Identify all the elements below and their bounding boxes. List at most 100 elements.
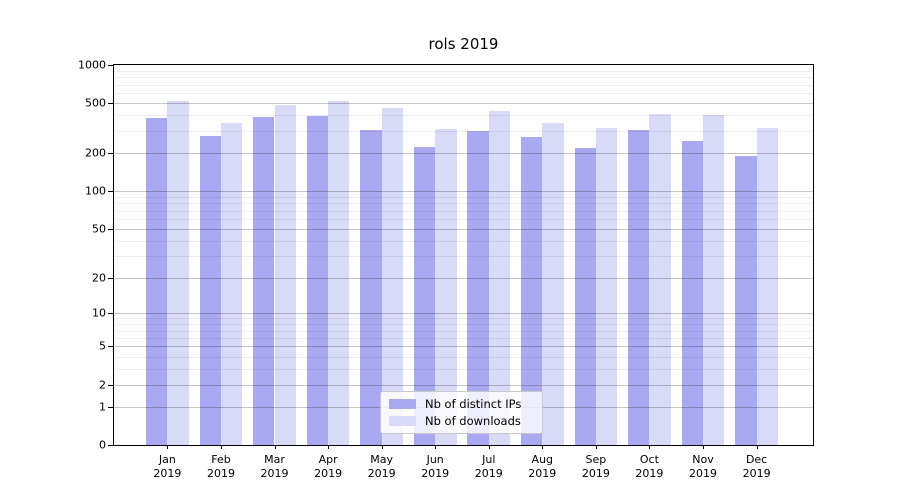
y-tick [108, 153, 113, 155]
y-tick-label-1: 1 [99, 400, 106, 414]
y-tick [108, 103, 113, 105]
bar-downloads-dec [756, 128, 778, 445]
x-tick-label-aug: Aug 2019 [528, 453, 557, 481]
legend-item-distinct-ips: Nb of distinct IPs [389, 397, 534, 411]
y-tick [108, 445, 113, 446]
x-tick-label-may: May 2019 [367, 453, 396, 481]
x-tick [435, 445, 437, 449]
y-tick-label-10: 10 [92, 306, 106, 320]
gridline-50 [114, 228, 813, 230]
gridline-minor [114, 368, 813, 370]
x-tick-label-dec: Dec 2019 [742, 453, 771, 481]
bar-distinct-ips-dec [735, 156, 757, 445]
gridline-minor [114, 70, 813, 72]
y-tick [108, 384, 113, 386]
gridline-500 [114, 103, 813, 105]
gridline-20 [114, 277, 813, 279]
legend-swatch-distinct-ips [389, 399, 416, 410]
gridline-minor [114, 115, 813, 117]
gridline-minor [114, 131, 813, 133]
y-tick-label-100: 100 [85, 184, 106, 198]
gridline-minor [114, 203, 813, 205]
bar-downloads-jul [488, 111, 511, 445]
bar-distinct-ips-aug [520, 136, 543, 445]
bar-distinct-ips-jul [467, 131, 489, 445]
x-tick-label-sep: Sep 2019 [581, 453, 610, 481]
bar-downloads-jan [167, 100, 189, 445]
x-tick-label-mar: Mar 2019 [260, 453, 289, 481]
bar-distinct-ips-jan [146, 118, 168, 445]
gridline-minor [114, 210, 813, 212]
y-tick [108, 346, 113, 348]
bar-downloads-nov [703, 115, 725, 445]
gridline-minor [114, 356, 813, 358]
bar-distinct-ips-jun [413, 146, 436, 445]
legend: Nb of distinct IPs Nb of downloads [380, 391, 543, 434]
plot-area: 0 1 2 5 10 20 50 100 200 500 1000 Jan 2019 Feb 2019 Ma… [78, 60, 814, 480]
gridline-minor [114, 324, 813, 326]
bar-downloads-mar [274, 104, 296, 445]
gridline-minor [114, 330, 813, 332]
x-tick-label-jul: Jul 2019 [474, 453, 503, 481]
y-tick [108, 277, 113, 279]
gridline-200 [114, 153, 813, 155]
y-tick [108, 191, 113, 193]
legend-label-distinct-ips: Nb of distinct IPs [425, 397, 522, 412]
gridline-2 [114, 384, 813, 386]
gridline-minor [114, 77, 813, 79]
bar-distinct-ips-feb [199, 135, 221, 445]
x-tick [221, 445, 222, 449]
x-tick-label-feb: Feb 2019 [207, 453, 235, 481]
x-tick-label-nov: Nov 2019 [689, 453, 717, 481]
x-tick-label-jun: Jun 2019 [421, 453, 450, 481]
gridline-minor [114, 218, 813, 220]
y-tick-label-50: 50 [92, 222, 106, 236]
bar-distinct-ips-nov [681, 141, 703, 445]
y-tick [108, 406, 113, 408]
x-tick-label-apr: Apr 2019 [314, 453, 343, 481]
y-tick [108, 313, 113, 315]
y-tick-label-1000: 1000 [78, 58, 106, 72]
chart-title: rols 2019 [428, 35, 499, 53]
x-tick [595, 445, 597, 449]
y-tick-label-200: 200 [85, 146, 106, 160]
gridline-5 [114, 346, 813, 348]
y-tick-label-0: 0 [99, 438, 106, 452]
gridline-minor [114, 240, 813, 242]
bar-distinct-ips-sep [574, 148, 596, 445]
x-tick [274, 445, 276, 449]
gridline-minor [114, 338, 813, 339]
x-tick [328, 445, 330, 449]
x-tick [488, 445, 490, 449]
bar-distinct-ips-may [360, 130, 382, 445]
bar-downloads-oct [649, 114, 671, 445]
bar-downloads-may [381, 108, 403, 445]
y-tick-label-2: 2 [99, 378, 106, 392]
x-tick [167, 445, 169, 449]
y-tick [108, 228, 113, 230]
gridline-10 [114, 313, 813, 315]
legend-swatch-downloads [389, 415, 416, 426]
bar-distinct-ips-oct [628, 130, 650, 445]
y-tick-label-500: 500 [85, 96, 106, 110]
x-tick [542, 445, 544, 449]
bar-downloads-feb [221, 122, 243, 445]
gridline-100 [114, 191, 813, 193]
bar-downloads-apr [328, 101, 350, 445]
x-tick-label-jan: Jan 2019 [153, 453, 182, 481]
x-tick [381, 445, 383, 449]
bar-downloads-sep [595, 127, 618, 445]
bar-distinct-ips-apr [306, 116, 329, 445]
gridline-minor [114, 84, 813, 86]
x-tick [649, 445, 651, 449]
x-tick-label-oct: Oct 2019 [635, 453, 664, 481]
gridline-minor [114, 93, 813, 95]
y-tick [108, 65, 113, 66]
gridline-minor [114, 256, 813, 258]
gridline-minor [114, 318, 813, 320]
legend-label-downloads: Nb of downloads [425, 413, 521, 428]
bar-distinct-ips-mar [253, 116, 275, 445]
bar-downloads-jun [435, 129, 457, 445]
legend-item-downloads: Nb of downloads [389, 414, 534, 428]
